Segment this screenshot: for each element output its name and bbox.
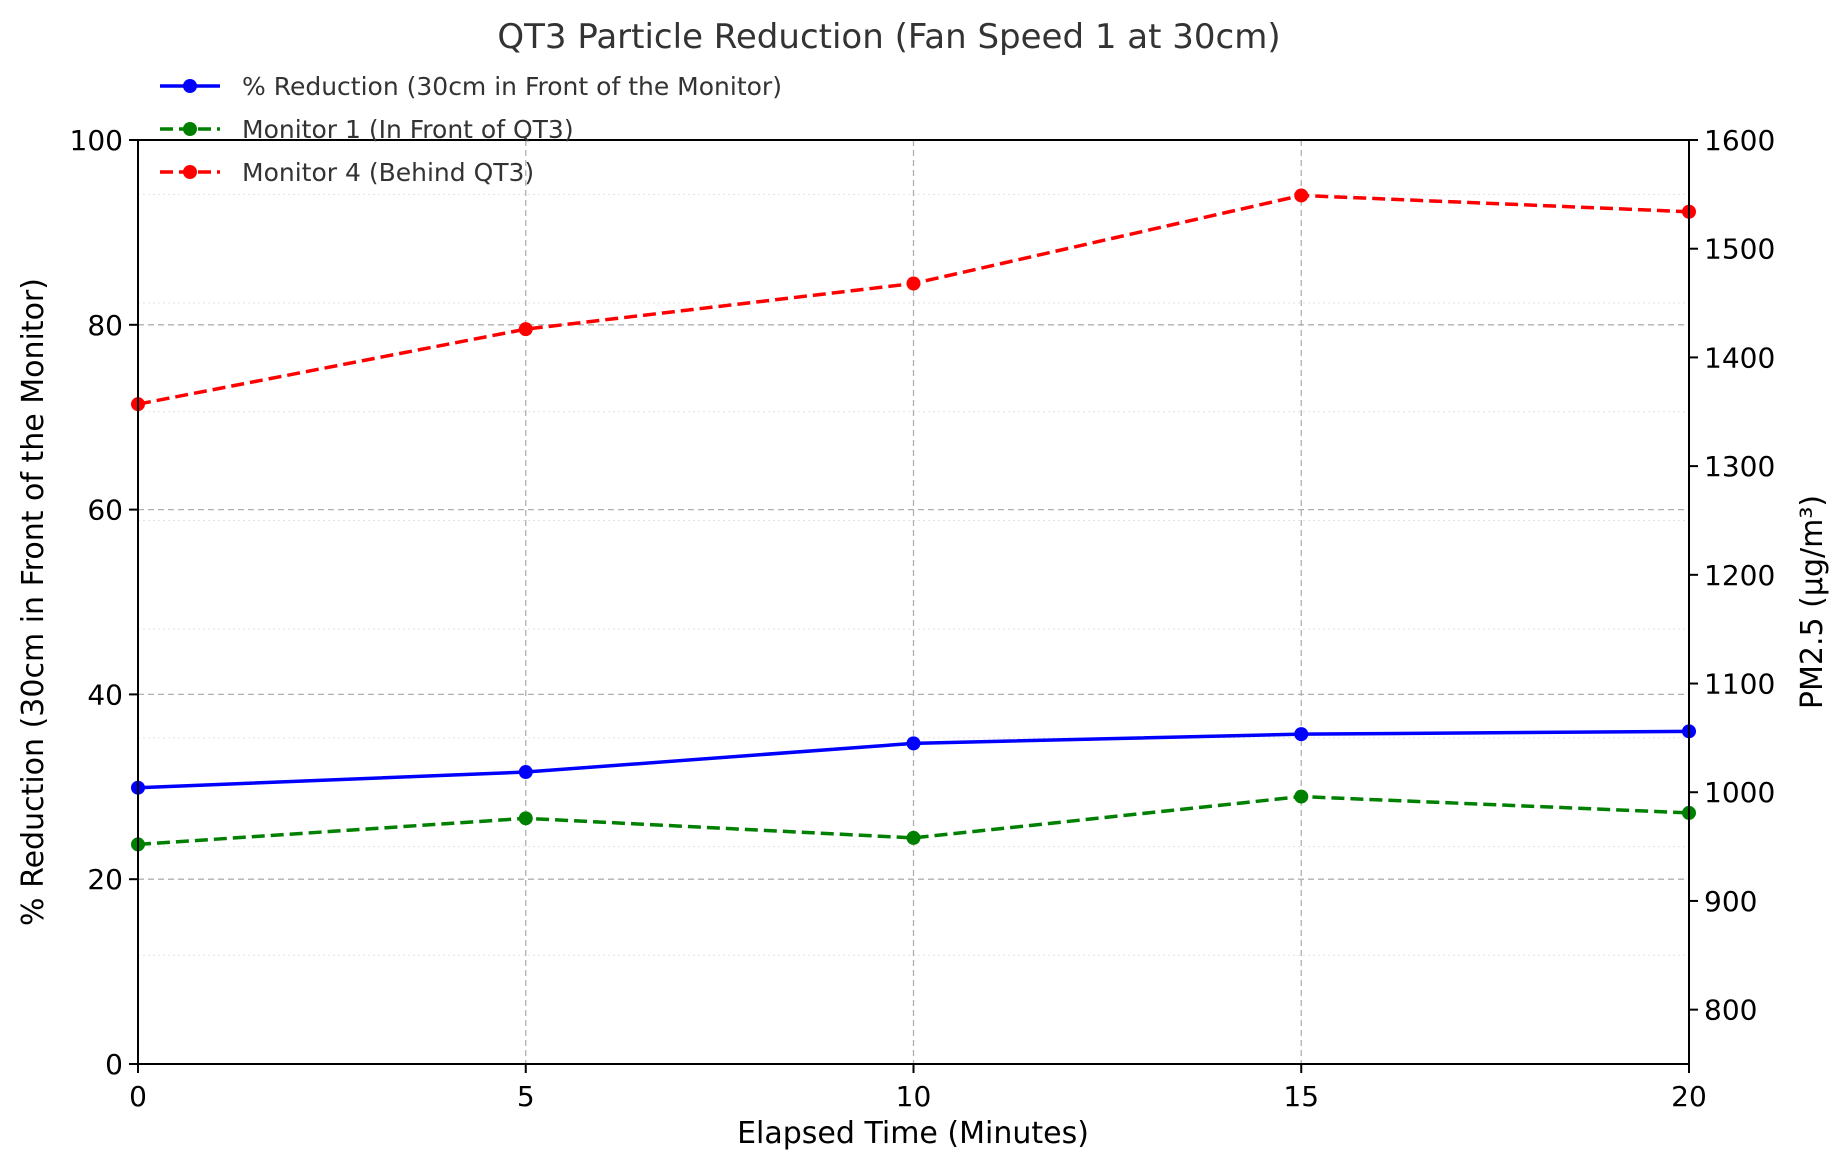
x-tick-label: 15 <box>1283 1080 1319 1113</box>
y-tick-label: 80 <box>87 309 123 342</box>
x-tick-label: 0 <box>129 1080 147 1113</box>
y2-axis-label: PM2.5 (µg/m³) <box>1795 495 1830 709</box>
legend-label: % Reduction (30cm in Front of the Monito… <box>242 72 782 101</box>
y-axis-label: % Reduction (30cm in Front of the Monito… <box>16 278 51 926</box>
series-layer <box>131 188 1696 852</box>
legend-label: Monitor 1 (In Front of QT3) <box>242 115 574 144</box>
legend-marker <box>183 122 197 136</box>
axis-ticks: 0 5 10 15 20 0 20 40 60 80 100 800 900 1000 1100 1200 13… <box>70 124 1776 1113</box>
y-tick-label: 100 <box>70 124 123 157</box>
legend-marker <box>183 79 197 93</box>
y2-tick-label: 1300 <box>1704 450 1775 483</box>
data-point <box>518 765 533 780</box>
legend-entry-2: Monitor 1 (In Front of QT3) <box>160 115 574 144</box>
y-tick-label: 60 <box>87 494 123 527</box>
legend-label: Monitor 4 (Behind QT3) <box>242 158 534 187</box>
data-point <box>518 811 533 826</box>
x-tick-label: 5 <box>517 1080 535 1113</box>
y-tick-label: 0 <box>105 1048 123 1081</box>
y2-tick-label: 1100 <box>1704 668 1775 701</box>
chart-title: QT3 Particle Reduction (Fan Speed 1 at 3… <box>497 17 1280 57</box>
legend: % Reduction (30cm in Front of the Monito… <box>160 72 782 187</box>
y2-tick-label: 1600 <box>1704 124 1775 157</box>
series-3 <box>131 188 1696 412</box>
data-point <box>906 830 921 845</box>
y2-tick-label: 1000 <box>1704 776 1775 809</box>
x-tick-label: 20 <box>1671 1080 1707 1113</box>
y-tick-label: 20 <box>87 863 123 896</box>
x-tick-label: 10 <box>896 1080 932 1113</box>
y2-tick-label: 900 <box>1704 885 1757 918</box>
y2-tick-label: 1200 <box>1704 559 1775 592</box>
legend-entry-3: Monitor 4 (Behind QT3) <box>160 158 534 187</box>
data-point <box>906 736 921 751</box>
legend-marker <box>183 165 197 179</box>
series-line <box>137 794 1690 847</box>
data-point <box>1294 789 1309 804</box>
y2-tick-label: 800 <box>1704 994 1757 1027</box>
data-point <box>518 322 533 337</box>
legend-entry-1: % Reduction (30cm in Front of the Monito… <box>160 72 782 101</box>
data-point <box>906 276 921 291</box>
data-point <box>1294 188 1309 203</box>
y-tick-label: 40 <box>87 678 123 711</box>
data-point <box>1294 727 1309 742</box>
x-axis-label: Elapsed Time (Minutes) <box>737 1116 1089 1151</box>
y2-tick-label: 1400 <box>1704 341 1775 374</box>
y2-tick-label: 1500 <box>1704 233 1775 266</box>
